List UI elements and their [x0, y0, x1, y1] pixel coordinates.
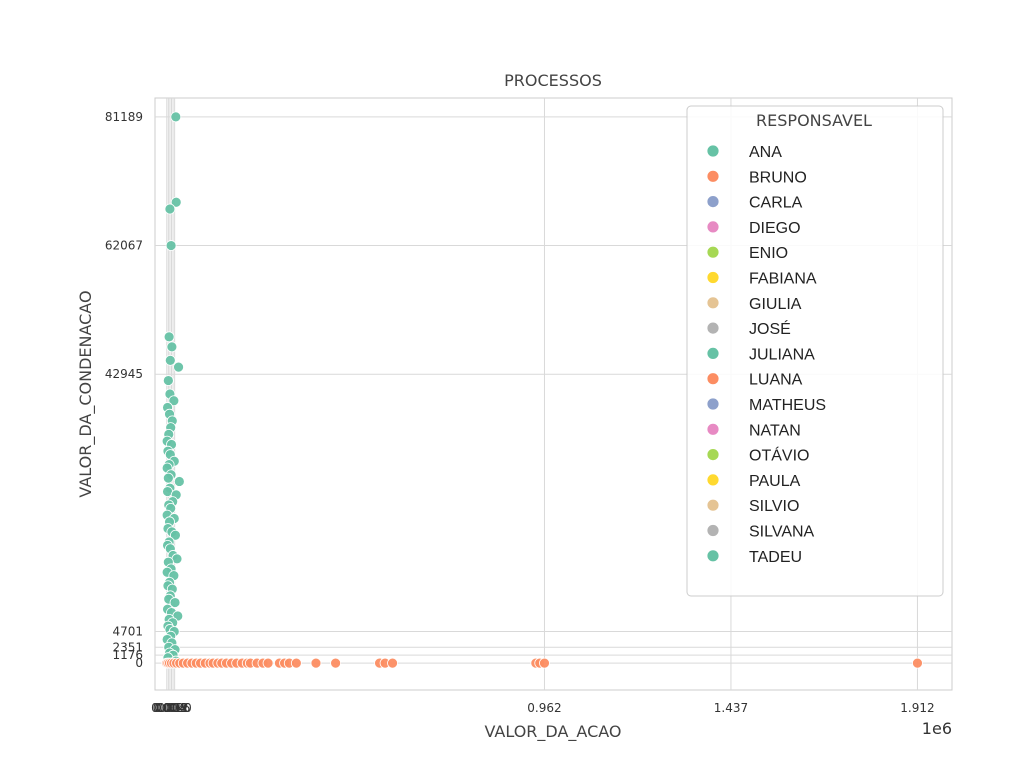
legend-label: ANA — [749, 144, 782, 161]
y-tick-label: 81189 — [105, 110, 143, 124]
data-point — [170, 529, 181, 541]
legend-label: CARLA — [749, 195, 803, 212]
y-tick-label: 4701 — [112, 624, 143, 638]
legend-marker — [706, 422, 720, 436]
legend-marker — [706, 220, 720, 234]
legend: RESPONSAVEL ANA BRUNO CARLA DIEGO ENIO FABIAN… — [686, 105, 944, 597]
x-tick-label: 0.016 — [156, 701, 190, 715]
legend-label: LUANA — [749, 372, 803, 389]
data-point — [169, 597, 181, 608]
data-point — [330, 657, 342, 669]
data-point — [262, 657, 274, 669]
data-point — [170, 196, 182, 208]
x-tick-label: 0.962 — [527, 701, 561, 715]
x-tick-label: 0.020 — [157, 701, 191, 715]
legend-marker — [706, 498, 720, 512]
data-point — [164, 354, 176, 366]
legend-box — [686, 105, 944, 597]
legend-marker — [706, 321, 720, 335]
legend-marker — [706, 346, 720, 360]
y-tick-label: 0 — [135, 656, 143, 670]
x-axis-label: VALOR_DA_ACAO — [485, 722, 622, 742]
data-point — [164, 203, 176, 215]
legend-label: JOSÉ — [749, 319, 791, 338]
data-point — [173, 361, 184, 373]
data-point — [912, 657, 923, 669]
y-tick-label: 1176 — [112, 648, 143, 662]
legend-marker — [706, 549, 720, 563]
data-point — [173, 476, 185, 487]
data-point — [310, 657, 322, 669]
legend-label: SILVIO — [749, 498, 799, 515]
chart-title: PROCESSOS — [504, 71, 602, 90]
data-point — [162, 375, 174, 386]
legend-marker — [706, 397, 720, 411]
legend-marker — [706, 448, 720, 462]
y-tick-label: 42945 — [105, 367, 143, 381]
data-point — [539, 657, 550, 669]
data-point — [387, 657, 398, 669]
legend-title: RESPONSAVEL — [756, 111, 872, 130]
legend-label: SILVANA — [749, 524, 815, 541]
x-tick-label: 0.008 — [153, 701, 187, 715]
legend-items: ANA BRUNO CARLA DIEGO ENIO FABIANA GIULIA JOSÉ J… — [706, 144, 826, 566]
legend-marker — [706, 524, 720, 537]
data-point — [168, 395, 180, 407]
legend-label: TADEU — [749, 549, 802, 566]
legend-marker — [706, 195, 720, 209]
legend-label: GIULIA — [749, 296, 802, 313]
x-tick-label: 0.012 — [154, 701, 188, 715]
x-tick-label: 1.437 — [714, 701, 748, 715]
legend-marker — [706, 144, 720, 158]
data-point — [290, 657, 302, 669]
legend-marker — [706, 245, 720, 259]
x-tick-label: 0.004 — [151, 701, 185, 715]
data-point — [170, 111, 182, 123]
data-point — [163, 331, 175, 343]
legend-label: FABIANA — [749, 271, 817, 288]
legend-marker — [706, 296, 720, 310]
legend-label: JULIANA — [749, 346, 815, 363]
legend-marker — [706, 473, 720, 487]
legend-label: OTÁVIO — [749, 446, 809, 465]
legend-label: DIEGO — [749, 220, 801, 237]
legend-marker — [706, 372, 720, 386]
x-tick-label: 1.912 — [900, 701, 934, 715]
y-axis-label: VALOR_DA_CONDENACAO — [76, 290, 96, 497]
data-points — [161, 111, 923, 669]
legend-marker — [706, 271, 720, 284]
data-point — [162, 472, 174, 484]
data-point — [166, 341, 178, 353]
x-offset-label: 1e6 — [922, 719, 952, 738]
x-tick-label: 0 — [163, 701, 171, 715]
legend-label: BRUNO — [749, 169, 807, 186]
legend-label: NATAN — [749, 422, 801, 439]
y-tick-label: 62067 — [105, 239, 143, 253]
legend-label: MATHEUS — [749, 397, 826, 414]
data-point — [165, 240, 177, 251]
legend-label: ENIO — [749, 245, 788, 262]
legend-label: PAULA — [749, 473, 801, 490]
y-tick-label: 2351 — [112, 640, 143, 654]
legend-marker — [706, 169, 720, 183]
